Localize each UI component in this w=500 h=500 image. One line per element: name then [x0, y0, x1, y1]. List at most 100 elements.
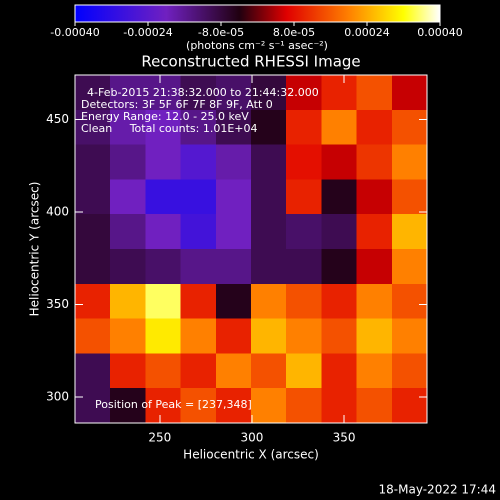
heatmap-cell: [180, 109, 217, 146]
heatmap-cell: [321, 388, 358, 424]
heatmap-cell: [215, 388, 252, 424]
x-tick-label: 250: [148, 431, 171, 445]
heatmap-cell: [110, 109, 146, 146]
heatmap-cell: [215, 109, 252, 146]
heatmap-cell: [180, 249, 217, 285]
heatmap-cell: [180, 353, 217, 389]
heatmap-cell: [251, 109, 287, 146]
heatmap-cell: [215, 144, 252, 180]
heatmap-cell: [110, 283, 146, 320]
heatmap-cell: [145, 144, 182, 180]
annotation: Clean Total counts: 1.01E+04: [81, 122, 258, 135]
heatmap-cell: [356, 353, 393, 389]
heatmap-cell: [180, 214, 217, 250]
heatmap-cell: [180, 283, 217, 320]
heatmap-cell: [75, 353, 111, 389]
heatmap-cell: [215, 179, 252, 215]
heatmap-cell: [180, 144, 217, 180]
heatmap-cell: [145, 179, 182, 215]
heatmap-cell: [356, 214, 393, 250]
annotation: 4-Feb-2015 21:38:32.000 to 21:44:32.000: [87, 86, 319, 99]
heatmap-cell: [286, 75, 322, 111]
y-tick-label: 450: [46, 112, 69, 126]
heatmap-cell: [251, 75, 287, 111]
heatmap-cell: [215, 75, 252, 111]
heatmap-cell: [215, 249, 252, 285]
y-tick-label: 400: [46, 204, 69, 218]
heatmap-cell: [321, 353, 358, 389]
heatmap-cell: [286, 249, 322, 285]
heatmap-cell: [286, 388, 322, 424]
heatmap-cell: [110, 388, 146, 424]
colorbar-tick-label: 0.00040: [417, 26, 463, 39]
colorbar-tick-label: 8.0e-05: [273, 26, 315, 39]
heatmap-cell: [391, 283, 428, 320]
heatmap-cell: [215, 353, 252, 389]
heatmap-cell: [321, 318, 358, 354]
y-tick-label: 350: [46, 297, 69, 311]
heatmap-cell: [110, 179, 146, 215]
y-tick-label: 300: [46, 390, 69, 404]
heatmap-cell: [391, 388, 428, 424]
heatmap-cell: [110, 318, 146, 354]
heatmap-cell: [215, 214, 252, 250]
heatmap-cell: [391, 214, 428, 250]
annotation: Energy Range: 12.0 - 25.0 keV: [81, 110, 249, 123]
heatmap-cell: [251, 318, 287, 354]
x-axis-label: Heliocentric X (arcsec): [183, 448, 319, 462]
heatmap-cell: [215, 318, 252, 354]
y-axis-label: Heliocentric Y (arcsec): [28, 182, 42, 317]
colorbar: [74, 4, 441, 23]
heatmap-cell: [251, 353, 287, 389]
heatmap-cell: [286, 179, 322, 215]
annotation: Detectors: 3F 5F 6F 7F 8F 9F, Att 0: [81, 98, 273, 111]
heatmap-cell: [145, 283, 182, 320]
heatmap-cell: [145, 109, 182, 146]
heatmap-cell: [251, 249, 287, 285]
heatmap-cell: [286, 144, 322, 180]
heatmap-cell: [356, 75, 393, 111]
heatmap-cell: [321, 75, 358, 111]
heatmap-cell: [356, 388, 393, 424]
heatmap-cell: [356, 249, 393, 285]
heatmap-cell: [391, 144, 428, 180]
x-tick-label: 350: [333, 431, 356, 445]
heatmap-cell: [391, 249, 428, 285]
heatmap-cell: [391, 109, 428, 146]
heatmap-cell: [391, 318, 428, 354]
heatmap-cell: [180, 388, 217, 424]
plot-frame: [74, 74, 428, 424]
heatmap-cell: [75, 318, 111, 354]
footer: 18-May-2022 17:44: [379, 483, 496, 497]
colorbar-tick-label: 0.00024: [344, 26, 390, 39]
heatmap-cell: [391, 353, 428, 389]
heatmap-cell: [251, 388, 287, 424]
heatmap-cell: [145, 75, 182, 111]
heatmap-cell: [110, 144, 146, 180]
heatmap-cell: [321, 214, 358, 250]
heatmap-cell: [391, 75, 428, 111]
colorbar-label: (photons cm⁻² s⁻¹ asec⁻²): [186, 39, 328, 52]
heatmap-cell: [321, 283, 358, 320]
heatmap-cell: [145, 353, 182, 389]
heatmap-cell: [180, 318, 217, 354]
heatmap-cell: [251, 179, 287, 215]
heatmap-cell: [321, 109, 358, 146]
heatmap-cell: [75, 144, 111, 180]
heatmap-cell: [110, 249, 146, 285]
heatmap-cell: [75, 109, 111, 146]
heatmap-cell: [356, 283, 393, 320]
heatmap-cell: [251, 144, 287, 180]
heatmap-cell: [75, 249, 111, 285]
heatmap-cell: [180, 75, 217, 111]
heatmap-cell: [251, 214, 287, 250]
heatmap-cell: [110, 353, 146, 389]
heatmap-cell: [286, 109, 322, 146]
heatmap-cell: [145, 214, 182, 250]
colorbar-tick-label: -0.00024: [123, 26, 172, 39]
heatmap-cell: [75, 388, 111, 424]
heatmap-cell: [286, 353, 322, 389]
heatmap-cell: [75, 179, 111, 215]
heatmap-cell: [110, 214, 146, 250]
